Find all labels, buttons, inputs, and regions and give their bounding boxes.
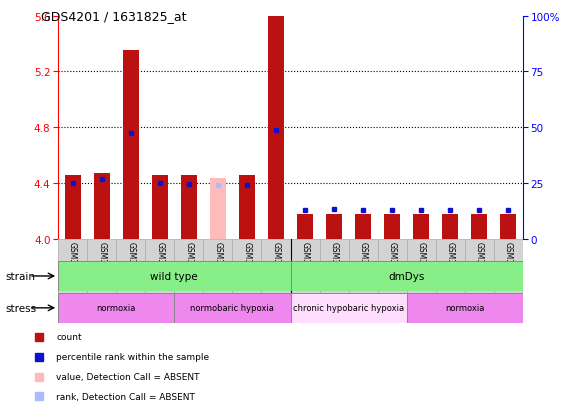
Bar: [290, 240, 320, 293]
Text: GSM398829: GSM398829: [358, 241, 368, 287]
Bar: [442, 214, 458, 240]
Text: GSM398831: GSM398831: [417, 241, 426, 287]
Bar: [58, 261, 290, 291]
Bar: [261, 240, 290, 293]
Bar: [413, 214, 429, 240]
Bar: [116, 240, 145, 293]
Text: rank, Detection Call = ABSENT: rank, Detection Call = ABSENT: [56, 392, 195, 401]
Bar: [123, 51, 139, 240]
Bar: [58, 293, 174, 323]
Text: GSM398834: GSM398834: [504, 241, 513, 287]
Text: stress: stress: [6, 303, 37, 313]
Bar: [290, 293, 407, 323]
Bar: [436, 240, 465, 293]
Text: GSM398835: GSM398835: [184, 241, 193, 287]
Bar: [210, 178, 226, 240]
Bar: [87, 240, 116, 293]
Text: GSM398838: GSM398838: [271, 241, 281, 287]
Text: GSM398837: GSM398837: [242, 241, 252, 287]
Bar: [407, 293, 523, 323]
Bar: [58, 240, 87, 293]
Text: normoxia: normoxia: [445, 304, 485, 313]
Text: wild type: wild type: [150, 271, 198, 281]
Text: percentile rank within the sample: percentile rank within the sample: [56, 352, 209, 361]
Bar: [203, 240, 232, 293]
Bar: [94, 174, 110, 240]
Text: count: count: [56, 332, 82, 342]
Text: GSM398839: GSM398839: [68, 241, 77, 287]
Bar: [268, 17, 284, 240]
Bar: [471, 214, 487, 240]
Text: GSM398828: GSM398828: [329, 241, 339, 287]
Text: GSM398827: GSM398827: [300, 241, 310, 287]
Bar: [174, 240, 203, 293]
Bar: [349, 240, 378, 293]
Text: GSM398836: GSM398836: [213, 241, 223, 287]
Bar: [181, 176, 197, 240]
Bar: [465, 240, 494, 293]
Bar: [290, 261, 523, 291]
Text: GSM398832: GSM398832: [446, 241, 455, 287]
Text: GSM398840: GSM398840: [97, 241, 106, 287]
Text: GSM398830: GSM398830: [388, 241, 397, 287]
Bar: [355, 214, 371, 240]
Bar: [320, 240, 349, 293]
Bar: [152, 176, 168, 240]
Bar: [174, 293, 290, 323]
Text: strain: strain: [6, 271, 36, 281]
Bar: [326, 214, 342, 240]
Text: GDS4201 / 1631825_at: GDS4201 / 1631825_at: [41, 10, 186, 23]
Text: chronic hypobaric hypoxia: chronic hypobaric hypoxia: [293, 304, 404, 313]
Text: GSM398841: GSM398841: [126, 241, 135, 287]
Bar: [297, 214, 313, 240]
Bar: [239, 176, 255, 240]
Text: normoxia: normoxia: [96, 304, 136, 313]
Bar: [145, 240, 174, 293]
Bar: [64, 176, 81, 240]
Bar: [232, 240, 261, 293]
Text: GSM398842: GSM398842: [155, 241, 164, 287]
Bar: [384, 214, 400, 240]
Text: GSM398833: GSM398833: [475, 241, 484, 287]
Bar: [407, 240, 436, 293]
Bar: [494, 240, 523, 293]
Text: normobaric hypoxia: normobaric hypoxia: [191, 304, 274, 313]
Text: dmDys: dmDys: [389, 271, 425, 281]
Bar: [378, 240, 407, 293]
Bar: [500, 214, 517, 240]
Text: value, Detection Call = ABSENT: value, Detection Call = ABSENT: [56, 372, 200, 381]
